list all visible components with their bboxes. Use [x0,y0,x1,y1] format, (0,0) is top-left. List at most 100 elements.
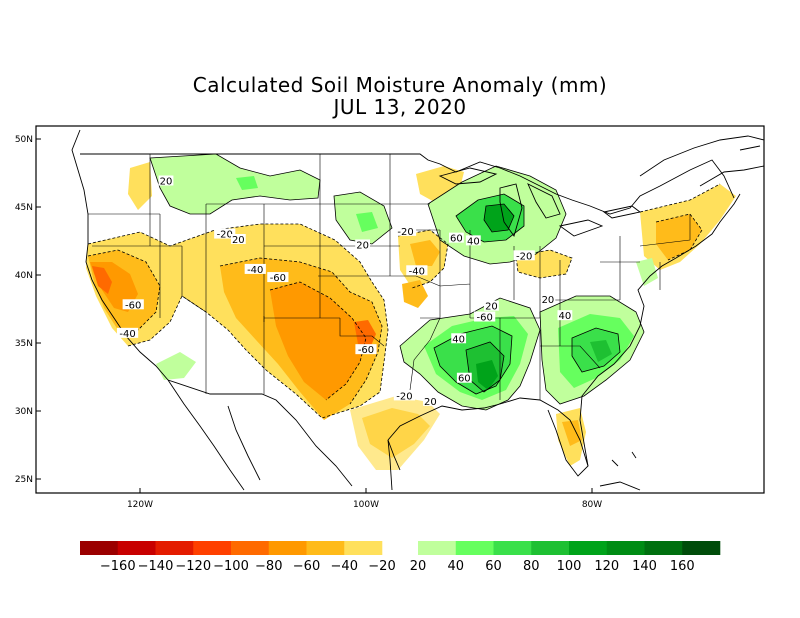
lat-tick-label: 40N [15,271,33,281]
west-coast [71,129,169,381]
contour-label-bg [557,310,573,321]
dry-region-southern-plains [270,282,366,400]
map-title: Calculated Soil Moisture Anomaly (mm) [192,73,608,97]
great-lakes [438,167,642,238]
contour-label-bg [451,333,467,344]
contour-label: 20 [232,235,245,246]
colorbar-swatch-wet [493,541,532,555]
lon-tick-label: 100W [353,500,379,510]
contour-label-bg [465,235,481,246]
colorbar-swatch-dry [117,541,156,555]
colorbar-swatch-wet [682,541,721,555]
colorbar-swatch-dry [306,541,345,555]
contour-label-bg [214,228,236,239]
contour-label: -20 [516,251,532,262]
contour-label: -40 [119,329,135,340]
caribbean-islands [599,451,641,491]
mexico-coast [167,379,393,491]
contour-label: -60 [476,313,492,324]
dry-region-florida-core [562,420,582,446]
colorbar-label: −160 [100,559,136,574]
colorbar-label: 80 [523,559,540,574]
contour-label-bg [474,311,496,322]
colorbar-label: −100 [213,559,249,574]
lat-tick-label: 25N [15,475,33,485]
contour-label-bg [230,234,246,244]
contour-label: 40 [452,334,465,345]
contour-label-bg [394,225,417,236]
contour-label: -60 [125,300,141,311]
colorbar-swatch-wet [531,541,570,555]
east-coast [579,193,741,467]
contour-label: -60 [270,273,286,284]
colorbar-swatch-dry [155,541,194,555]
colorbar-swatch-wet [455,541,494,555]
longitude-axis: 120W 100W 80W [127,488,602,510]
colorbar-label: 20 [410,559,427,574]
contour-label: -20 [217,230,233,241]
contour-label-bg [484,300,499,311]
contour-label-bg [456,372,472,383]
colorbar-swatch-wet [418,541,457,555]
contour-label: 60 [458,374,471,385]
dry-region-texas-coast-outer [350,396,440,470]
canada-coast [639,135,764,187]
colorbar-label: 60 [485,559,502,574]
contour-label: 20 [542,295,555,306]
colorbar-swatch-wet [569,541,608,555]
colorbar-swatch-wet [606,541,645,555]
colorbar-label: 140 [632,559,657,574]
lat-tick-label: 35N [15,339,33,349]
map-frame [35,125,765,494]
colorbar-label: −120 [175,559,211,574]
lat-tick-label: 45N [15,203,33,213]
lon-tick-label: 120W [127,500,153,510]
dry-region-oklahoma-core [354,320,376,348]
colorbar-swatch-dry [193,541,232,555]
map-field [86,154,736,470]
wet-region-northern-rockies [150,154,320,214]
colorbar-label: 100 [557,559,582,574]
colorbar: −160 −140 −120 −100 −80 −60 −40 −20 20 40 60 80 100 1… [80,541,721,574]
contour-label-bg [244,263,266,274]
map-date: JUL 13, 2020 [333,95,467,119]
us-canada-border [80,153,735,215]
contour-label: -40 [409,266,425,277]
contour-label-bg [158,175,174,186]
wet-region-montana-core [236,176,258,190]
contour-label: 20 [160,177,173,188]
dry-region-northeast-core [656,214,702,260]
colorbar-swatch-dry [344,541,383,555]
contour-label-bg [449,232,464,243]
contour-label: -20 [397,227,413,238]
contour-label: 20 [485,302,498,313]
contour-label: 60 [450,234,463,245]
contour-label-bg [393,390,416,401]
contour-label: -60 [358,345,374,356]
colorbar-label: −60 [293,559,320,574]
contour-label-bg [540,293,556,304]
contour-label: -40 [247,265,263,276]
wet-region-new-england [636,258,658,286]
dry-region-north-plains [128,162,152,210]
wet-region-arizona [156,352,196,380]
wet-region-southeast-core [590,340,612,362]
colorbar-label: −20 [368,559,395,574]
lat-tick-label: 30N [15,407,33,417]
dry-region-california-core [92,266,112,294]
lat-tick-label: 50N [15,135,33,145]
contour-label-bg [513,250,535,261]
colorbar-label: −80 [255,559,282,574]
contour-label: 40 [467,236,480,247]
colorbar-swatch-wet [644,541,683,555]
latitude-axis: 50N 45N 40N 35N 30N 25N [15,135,41,485]
contour-label-bg [355,344,377,355]
colorbar-label: −140 [138,559,174,574]
colorbar-swatch-dry [80,541,119,555]
colorbar-label: 160 [670,559,695,574]
dry-region-missouri [402,280,428,308]
contour-label: 20 [424,397,437,408]
wet-region-mississippi-peak [476,360,498,390]
contour-label-bg [122,299,144,310]
